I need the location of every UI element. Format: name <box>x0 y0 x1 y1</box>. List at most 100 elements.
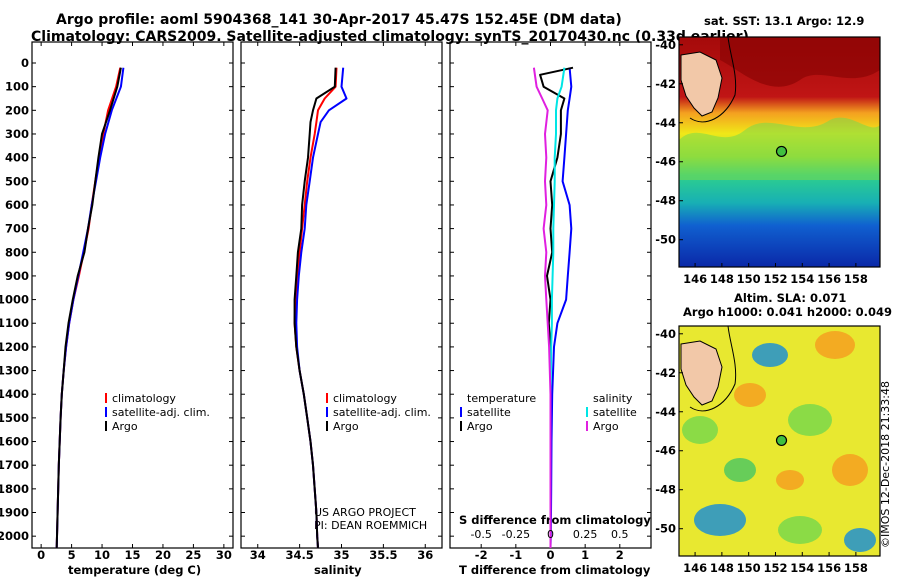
xtick-label: 2 <box>616 548 624 562</box>
xtick-label: 20 <box>155 548 171 562</box>
ytick-label: 100 <box>5 80 29 94</box>
legend-label: satellite-adj. clim. <box>333 406 431 419</box>
xtick-s-label: 0.25 <box>573 528 598 541</box>
ytick-label: 700 <box>5 222 29 236</box>
ytick-label: 1600 <box>0 435 29 449</box>
xtick-label: 1 <box>581 548 589 562</box>
satellite-adj-clim--line <box>55 67 125 549</box>
sla-anomaly <box>788 404 832 436</box>
xtick-label: 148 <box>710 272 734 286</box>
sla-anomaly <box>724 458 756 482</box>
difference-xlabel-salinity: S difference from climatology <box>459 513 651 527</box>
land-tasmania <box>680 51 723 117</box>
ytick-label: 900 <box>5 269 29 283</box>
pi-credit: PI: DEAN ROEMMICH <box>314 519 428 532</box>
xtick-label: 154 <box>790 561 814 575</box>
xtick-label: -1 <box>509 548 522 562</box>
sla-anomaly <box>815 331 855 359</box>
ytick-label: -40 <box>655 327 676 341</box>
climatology-line <box>293 67 338 549</box>
ytick-label: -40 <box>655 38 676 52</box>
legend-label: Argo <box>333 420 359 433</box>
salinity-panel: 34 34.5 35 35.5 36 climatologysatellite-adj. … <box>240 41 443 562</box>
ytick-label: 1900 <box>0 506 29 520</box>
legend-label: Argo <box>593 420 619 433</box>
sla-anomaly <box>694 504 746 536</box>
xtick-label: 148 <box>710 561 734 575</box>
legend-label: satellite-adj. clim. <box>112 406 210 419</box>
legend-label: Argo <box>467 420 493 433</box>
ytick-label: -50 <box>655 233 676 247</box>
xtick-label: -2 <box>475 548 488 562</box>
difference-xlabel: T difference from climatology <box>459 563 651 577</box>
sla-anomaly <box>734 383 766 407</box>
legend-label: satellite <box>593 406 637 419</box>
axes-frame <box>31 41 234 549</box>
depth-contour <box>689 326 737 412</box>
legend-label: Argo <box>112 420 138 433</box>
salinity-xlabel: salinity <box>314 563 362 577</box>
xtick-label: 34.5 <box>285 548 313 562</box>
ytick-label: 300 <box>5 127 29 141</box>
xtick-label: 0 <box>546 548 554 562</box>
sla-anomaly <box>832 454 868 486</box>
legend-label: climatology <box>112 392 176 405</box>
xtick-label: 36 <box>417 548 433 562</box>
xtick-label: 156 <box>817 561 841 575</box>
temperature-xlabel: temperature (deg C) <box>68 563 202 577</box>
ytick-label: 1400 <box>0 387 29 401</box>
ytick-label: -48 <box>655 483 676 497</box>
xtick-label: 5 <box>68 548 76 562</box>
ytick-label: 1000 <box>0 293 29 307</box>
ytick-label: 200 <box>5 103 29 117</box>
ytick-label: -48 <box>655 194 676 208</box>
salinity-argo-line <box>532 67 552 548</box>
ytick-label: -44 <box>655 116 676 130</box>
ytick-label: 500 <box>5 174 29 188</box>
xtick-label: 158 <box>844 561 868 575</box>
map-frame <box>678 36 881 268</box>
legend-label: satellite <box>467 406 511 419</box>
xtick-label: 35.5 <box>369 548 397 562</box>
xtick-label: 10 <box>94 548 110 562</box>
sla-map-subtitle: Argo h1000: 0.041 h2000: 0.049 <box>683 305 893 319</box>
ytick-label: 600 <box>5 198 29 212</box>
xtick-label: 146 <box>683 561 707 575</box>
xtick-label: 25 <box>185 548 201 562</box>
ytick-label: 0 <box>21 56 29 70</box>
map-frame <box>678 325 881 557</box>
sla-anomaly <box>682 416 718 444</box>
ytick-label: 1800 <box>0 482 29 496</box>
xtick-label: 150 <box>737 272 761 286</box>
difference-panel: -2 -1 0 1 2-0.5 -0.25 0 0.25 0.5temperaturesatel… <box>449 41 652 562</box>
xtick-label: 34 <box>250 548 266 562</box>
legend-label: climatology <box>333 392 397 405</box>
xtick-label: 146 <box>683 272 707 286</box>
argo-line <box>55 67 122 549</box>
ytick-label: 1200 <box>0 340 29 354</box>
xtick-s-label: -0.5 <box>470 528 491 541</box>
ytick-label: 2000 <box>0 529 29 543</box>
ytick-label: 1500 <box>0 411 29 425</box>
argo-float-marker <box>775 145 788 158</box>
argo-line <box>293 67 337 549</box>
sst-map-panel: 146 148 150 152 154 156 158 -40 -42 -44 -46 -48 -50 <box>655 36 881 286</box>
sla-map-panel: 146 148 150 152 154 156 158 -40 -42 -44 -46 -48 -50 <box>655 325 881 575</box>
xtick-s-label: 0.5 <box>611 528 629 541</box>
satellite-adj-clim--line <box>295 67 348 549</box>
project-credit: US ARGO PROJECT <box>314 506 416 519</box>
legend-label: temperature <box>467 392 536 405</box>
land-tasmania <box>680 340 723 406</box>
sla-map-title: Altim. SLA: 0.071 <box>734 291 847 305</box>
xtick-label: 15 <box>124 548 140 562</box>
xtick-label: 158 <box>844 272 868 286</box>
xtick-label: 154 <box>790 272 814 286</box>
xtick-label: 152 <box>763 272 787 286</box>
depth-contour <box>689 37 737 123</box>
sst-map-title: sat. SST: 13.1 Argo: 12.9 <box>704 14 865 28</box>
title-line-1: Argo profile: aoml 5904368_141 30-Apr-20… <box>56 12 622 28</box>
xtick-label: 156 <box>817 272 841 286</box>
ytick-label: 1700 <box>0 458 29 472</box>
ytick-label: -42 <box>655 77 676 91</box>
